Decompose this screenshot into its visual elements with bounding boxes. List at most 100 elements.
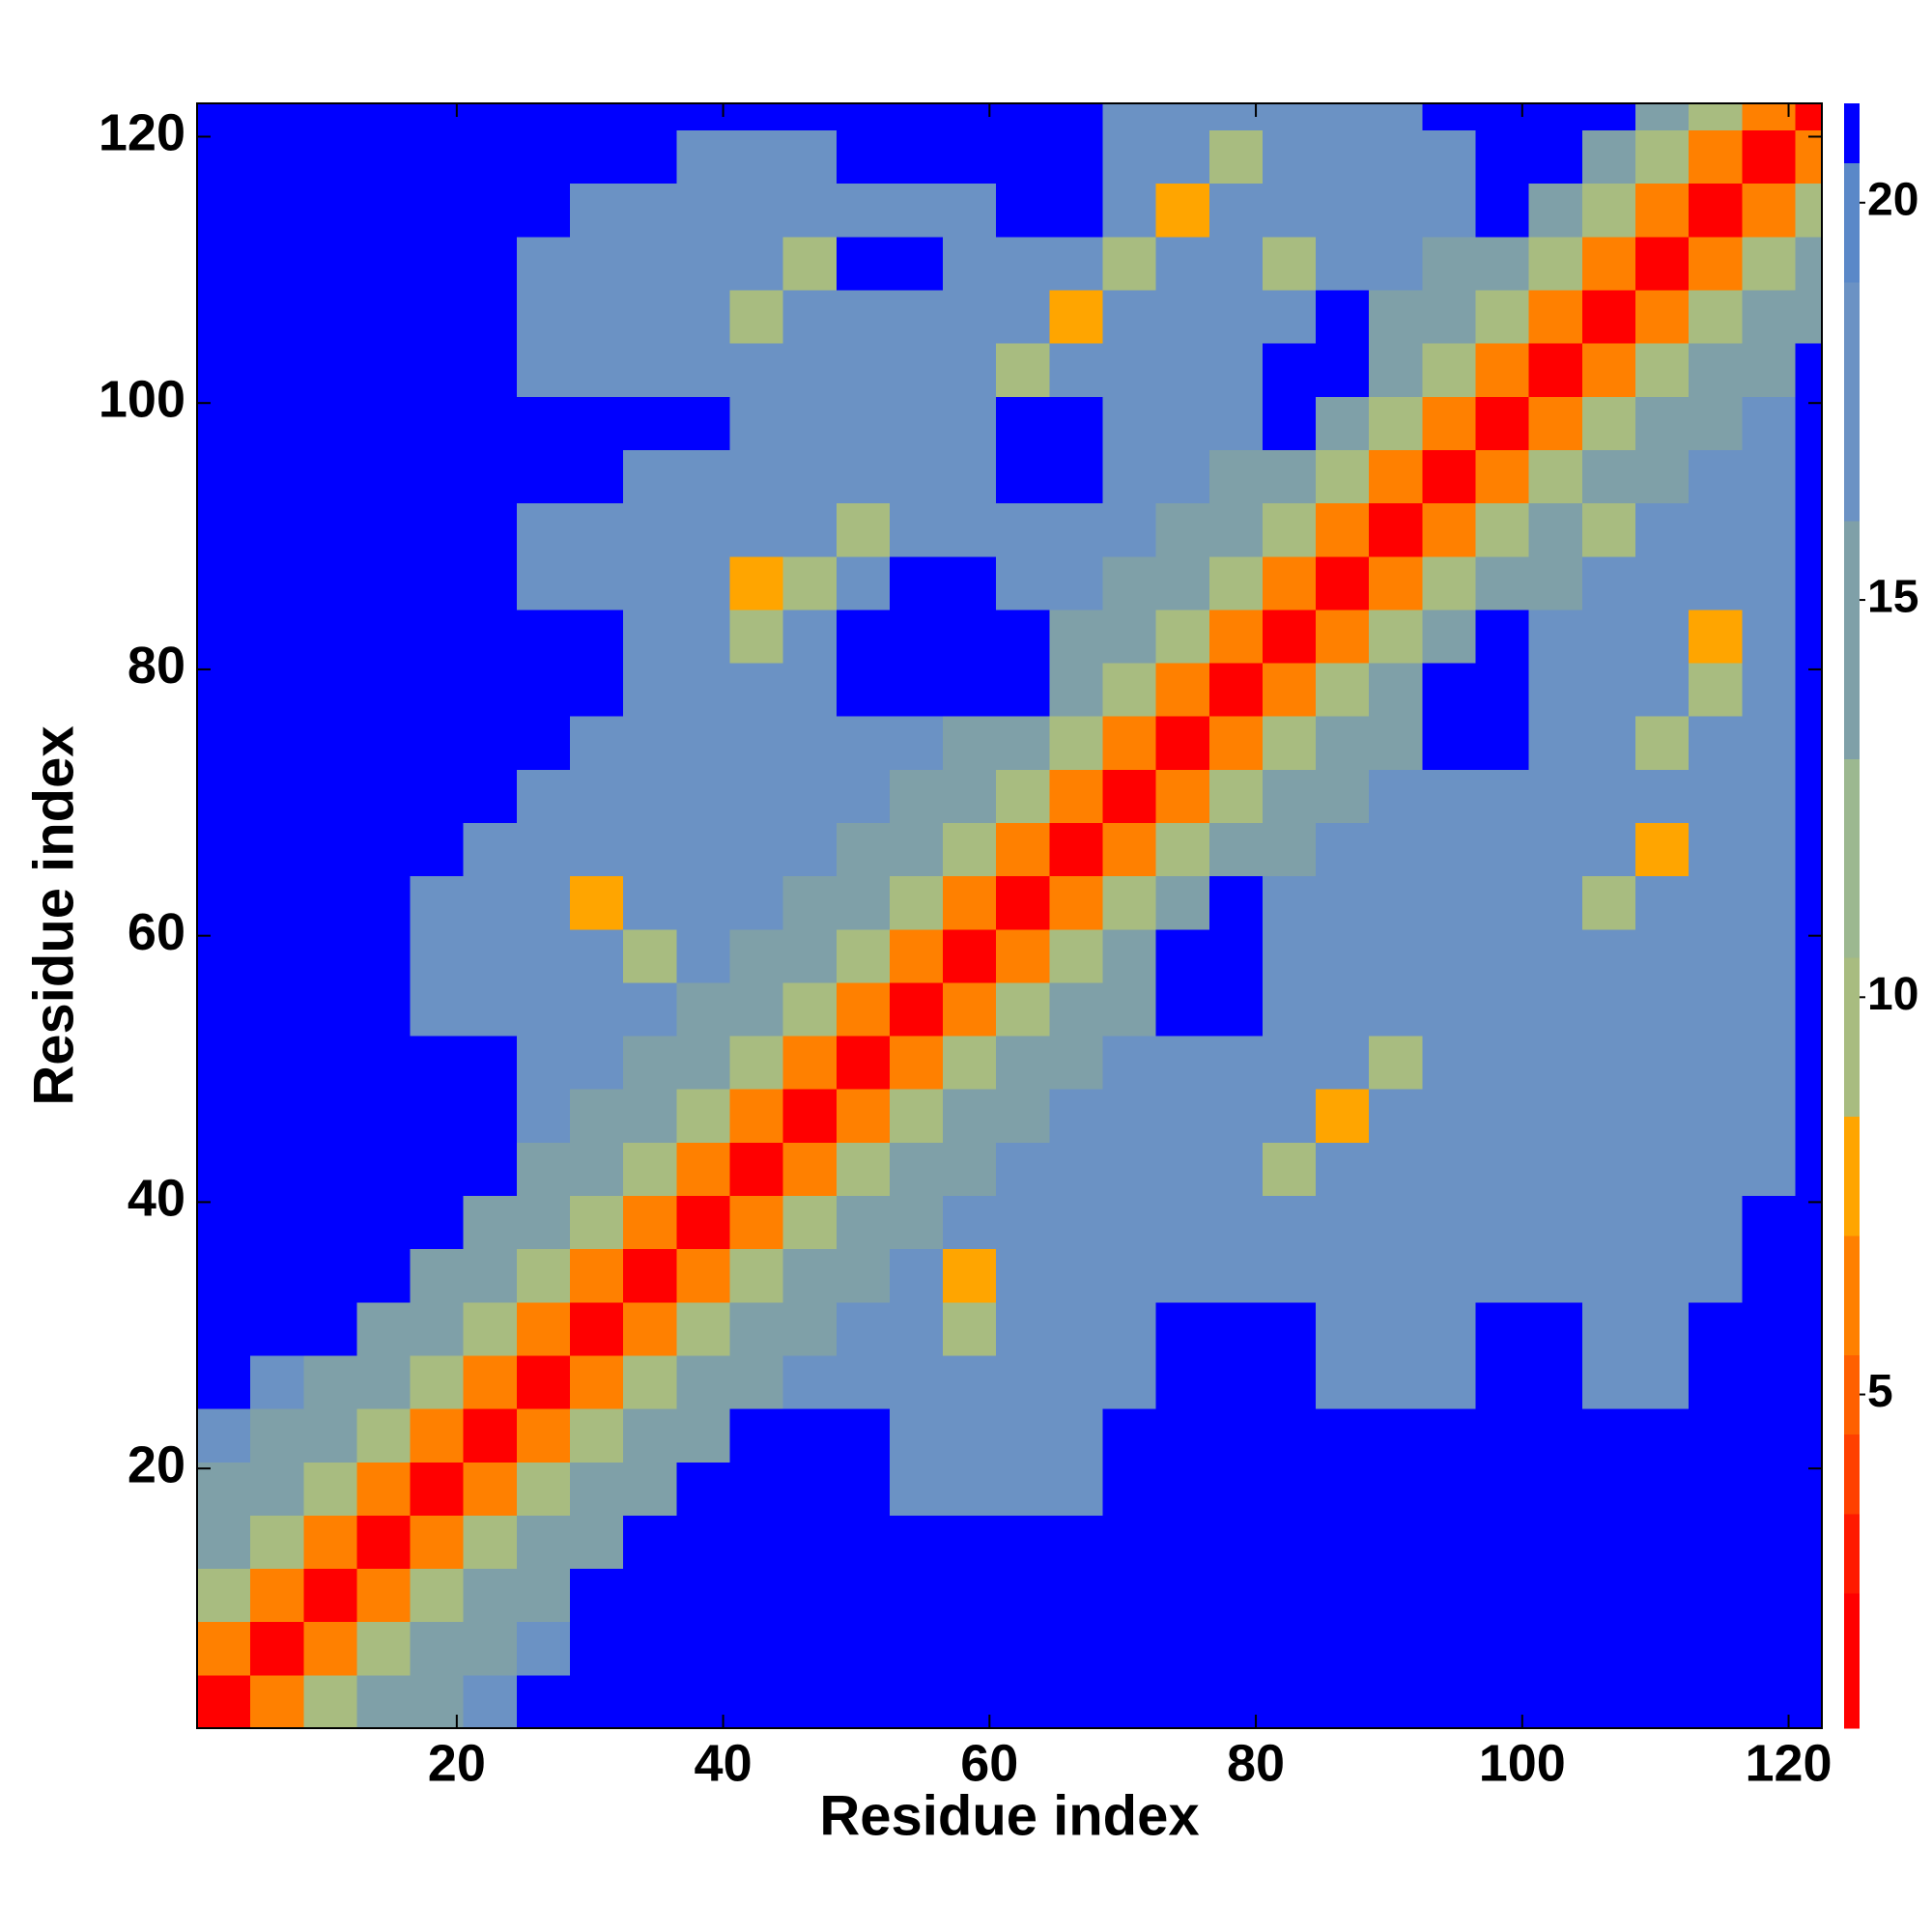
heatmap-cell: [1155, 1036, 1210, 1090]
heatmap-cell: [623, 981, 677, 1037]
heatmap-cell: [623, 1301, 677, 1356]
heatmap-cell: [1795, 1248, 1822, 1303]
heatmap-cell: [570, 875, 624, 930]
heatmap-cell: [836, 1674, 891, 1728]
heatmap-cell: [1528, 1354, 1583, 1409]
heatmap-cell: [1528, 716, 1583, 770]
heatmap-cell: [1208, 1248, 1264, 1303]
heatmap-cell: [889, 716, 944, 770]
heatmap-cell: [1528, 822, 1583, 877]
heatmap-cell: [1262, 981, 1317, 1037]
heatmap-cell: [1422, 449, 1477, 504]
heatmap-cell: [1208, 1515, 1264, 1570]
heatmap-cell: [1475, 449, 1530, 504]
heatmap-cell: [1102, 1089, 1157, 1143]
heatmap-cell: [1102, 1195, 1157, 1250]
heatmap-cell: [463, 290, 518, 344]
heatmap-cell: [1795, 129, 1822, 185]
heatmap-cell: [1262, 449, 1317, 504]
heatmap-cell: [463, 769, 518, 823]
heatmap-cell: [303, 1462, 357, 1516]
heatmap-cell: [1581, 343, 1636, 397]
heatmap-cell: [1742, 1354, 1796, 1409]
heatmap-cell: [1689, 502, 1743, 557]
heatmap-cell: [1689, 396, 1743, 450]
heatmap-cell: [516, 449, 571, 504]
x-tick-label: 20: [428, 1734, 486, 1792]
heatmap-cell: [1634, 822, 1690, 877]
x-tick-label: 100: [1479, 1734, 1566, 1792]
heatmap-cell: [1102, 1301, 1157, 1356]
heatmap-cell: [1528, 129, 1583, 185]
heatmap-cell: [1155, 716, 1210, 770]
heatmap-cell: [836, 875, 891, 930]
heatmap-cell: [410, 822, 465, 877]
heatmap-cell: [1689, 663, 1743, 717]
heatmap-cell: [1369, 1301, 1423, 1356]
heatmap-cell: [623, 822, 677, 877]
heatmap-cell: [1475, 290, 1530, 344]
heatmap-cell: [356, 1408, 412, 1463]
y-tick-label: 100: [99, 370, 185, 428]
heatmap-cell: [676, 1568, 730, 1623]
heatmap-cell: [1208, 1674, 1264, 1728]
heatmap-cell: [570, 1621, 624, 1676]
heatmap-cell: [889, 1089, 944, 1143]
heatmap-cell: [782, 290, 838, 344]
heatmap-cell: [197, 555, 251, 611]
heatmap-cell: [463, 343, 518, 397]
heatmap-cell: [516, 769, 571, 823]
heatmap-cell: [197, 769, 251, 823]
heatmap-cell: [250, 396, 304, 450]
heatmap-cell: [1316, 1568, 1370, 1623]
heatmap-cell: [623, 502, 677, 557]
heatmap-cell: [1689, 822, 1743, 877]
heatmap-cell: [836, 1036, 891, 1090]
heatmap-cell: [1208, 1036, 1264, 1090]
heatmap-cell: [1155, 1621, 1210, 1676]
heatmap-cell: [1689, 769, 1743, 823]
heatmap-cell: [1742, 1621, 1796, 1676]
heatmap-cell: [197, 609, 251, 664]
heatmap-cell: [1316, 928, 1370, 983]
heatmap-cell: [1102, 663, 1157, 717]
heatmap-cell: [516, 875, 571, 930]
heatmap-cell: [676, 928, 730, 983]
heatmap-cell: [1742, 875, 1796, 930]
heatmap-cell: [1528, 449, 1583, 504]
heatmap-cell: [943, 1195, 997, 1250]
heatmap-cell: [1581, 875, 1636, 930]
heatmap-cell: [1581, 1621, 1636, 1676]
heatmap-cell: [1581, 663, 1636, 717]
heatmap-cell: [303, 981, 357, 1037]
heatmap-cell: [250, 1354, 304, 1409]
heatmap-cell: [1262, 1354, 1317, 1409]
heatmap-cell: [1208, 981, 1264, 1037]
heatmap-cell: [197, 1089, 251, 1143]
heatmap-cell: [623, 609, 677, 664]
heatmap-cell: [623, 343, 677, 397]
heatmap-cell: [1208, 1089, 1264, 1143]
heatmap-cell: [729, 1036, 784, 1090]
heatmap-cell: [1795, 396, 1822, 450]
heatmap-cell: [623, 396, 677, 450]
heatmap-cell: [1262, 1621, 1317, 1676]
heatmap-cell: [197, 981, 251, 1037]
heatmap-cell: [516, 1621, 571, 1676]
colorbar-segment: [1844, 282, 1860, 522]
heatmap-cell: [303, 1248, 357, 1303]
heatmap-cell: [782, 1354, 838, 1409]
heatmap-cell: [729, 555, 784, 611]
heatmap-cell: [1475, 1354, 1530, 1409]
heatmap-cell: [1689, 1089, 1743, 1143]
heatmap-cell: [1155, 449, 1210, 504]
heatmap-cell: [1316, 609, 1370, 664]
heatmap-cell: [1795, 609, 1822, 664]
heatmap-cell: [250, 1674, 304, 1728]
heatmap-cell: [1528, 1515, 1583, 1570]
heatmap-cell: [996, 103, 1050, 131]
heatmap-cell: [1262, 716, 1317, 770]
heatmap-cell: [516, 555, 571, 611]
heatmap-cell: [356, 1674, 412, 1728]
